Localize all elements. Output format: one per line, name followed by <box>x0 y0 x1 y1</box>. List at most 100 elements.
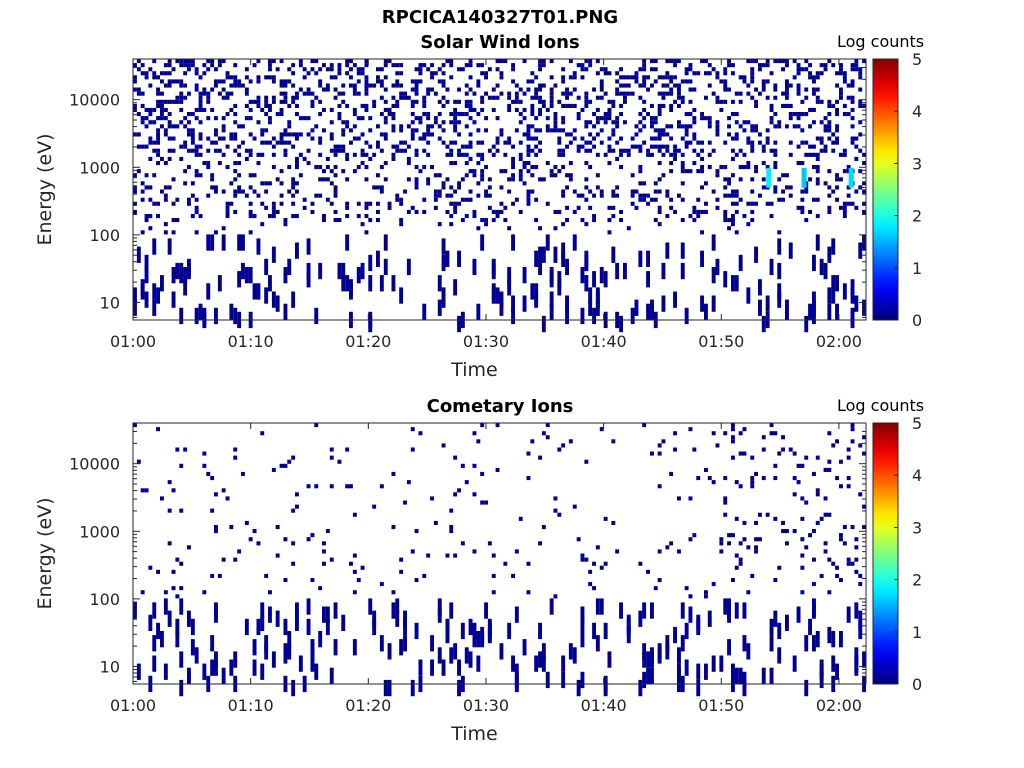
spectrogram-cell <box>835 476 839 481</box>
spectrogram-cell <box>777 59 782 64</box>
spectrogram-cell <box>638 169 643 174</box>
spectrogram-cell <box>271 246 276 263</box>
spectrogram-cell <box>773 59 778 64</box>
spectrogram-cell <box>171 124 176 129</box>
spectrogram-cell <box>607 205 612 210</box>
spectrogram-cell <box>831 443 836 448</box>
spectrogram-cell <box>599 193 604 198</box>
spectrogram-cell <box>661 128 666 133</box>
spectrogram-cell <box>484 218 488 223</box>
spectrogram-cell <box>152 602 157 619</box>
spectrogram-cell <box>283 152 288 157</box>
spectrogram-cell <box>136 132 141 137</box>
spectrogram-cell <box>445 87 450 92</box>
spectrogram-cell <box>831 140 836 145</box>
spectrogram-cell <box>418 120 423 125</box>
spectrogram-cell <box>561 671 566 689</box>
spectrogram-cell <box>395 63 400 68</box>
spectrogram-cell <box>584 103 589 108</box>
spectrogram-cell <box>433 120 438 125</box>
spectrogram-cell <box>742 671 747 689</box>
spectrogram-cell <box>599 95 604 100</box>
spectrogram-cell <box>731 193 735 198</box>
spectrogram-cell <box>704 209 708 214</box>
spectrogram-cell <box>657 209 662 214</box>
spectrogram-cell <box>812 79 816 84</box>
spectrogram-cell <box>812 165 816 170</box>
spectrogram-cell <box>341 99 346 104</box>
spectrogram-cell <box>700 295 704 312</box>
spectrogram-cell <box>669 107 674 112</box>
spectrogram-cell <box>723 500 728 505</box>
spectrogram-cell <box>406 258 411 276</box>
spectrogram-cell <box>476 439 481 444</box>
spectrogram-cell <box>530 124 535 129</box>
spectrogram-cell <box>761 315 766 333</box>
spectrogram-cell <box>773 189 778 194</box>
spectrogram-cell <box>831 103 836 108</box>
spectrogram-cell <box>731 427 735 432</box>
spectrogram-cell <box>325 87 330 92</box>
spectrogram-cell <box>584 250 589 267</box>
spectrogram-cell <box>858 622 863 640</box>
spectrogram-cell <box>646 201 650 206</box>
spectrogram-cell <box>152 283 157 300</box>
spectrogram-cell <box>769 201 774 206</box>
spectrogram-cell <box>665 91 670 96</box>
spectrogram-cell <box>163 63 168 68</box>
spectrogram-cell <box>422 99 427 104</box>
spectrogram-cell <box>356 91 361 96</box>
spectrogram-cell <box>480 234 485 251</box>
spectrogram-cell <box>765 136 770 141</box>
spectrogram-cell <box>839 537 843 542</box>
spectrogram-cell <box>688 63 693 68</box>
spectrogram-cell <box>264 99 269 104</box>
spectrogram-cell <box>823 512 828 517</box>
spectrogram-cell <box>607 148 612 153</box>
spectrogram-cell <box>700 185 704 190</box>
spectrogram-cell <box>472 492 477 497</box>
spectrogram-cell <box>677 83 681 88</box>
spectrogram-cell <box>761 161 766 166</box>
spectrogram-cell <box>468 169 473 174</box>
spectrogram-cell <box>484 189 488 194</box>
spectrogram-cell <box>206 91 211 96</box>
spectrogram-cell <box>800 205 805 210</box>
spectrogram-cell <box>310 533 315 538</box>
spectrogram-cell <box>827 590 832 595</box>
spectrogram-cell <box>495 59 500 64</box>
spectrogram-cell <box>580 631 585 648</box>
spectrogram-cell <box>534 283 539 300</box>
spectrogram-cell <box>337 144 342 149</box>
spectrogram-cell <box>345 201 350 206</box>
spectrogram-cell <box>858 67 863 72</box>
spectrogram-cell <box>846 484 851 489</box>
spectrogram-cell <box>499 169 504 174</box>
spectrogram-cell <box>364 201 369 206</box>
spectrogram-cell <box>561 116 566 121</box>
spectrogram-cell <box>526 201 531 206</box>
spectrogram-cell <box>835 663 839 680</box>
spectrogram-cell <box>244 116 249 121</box>
x-tick-label: 01:00 <box>110 332 156 351</box>
spectrogram-cell <box>815 165 820 170</box>
spectrogram-cell <box>731 173 735 178</box>
spectrogram-cell <box>530 189 535 194</box>
spectrogram-cell <box>256 79 261 84</box>
spectrogram-cell <box>657 205 662 210</box>
spectrogram-cell <box>657 112 662 117</box>
spectrogram-cell <box>696 476 701 481</box>
spectrogram-cell <box>160 496 164 501</box>
x-tick-label: 01:50 <box>698 332 744 351</box>
spectrogram-cell <box>777 177 782 182</box>
spectrogram-cell <box>264 75 269 80</box>
spectrogram-cell <box>534 87 539 92</box>
spectrogram-cell <box>796 71 801 76</box>
spectrogram-cell <box>530 136 535 141</box>
spectrogram-cell <box>750 573 755 578</box>
spectrogram-cell <box>449 161 454 166</box>
spectrogram-cell <box>298 116 303 121</box>
spectrogram-cell <box>754 471 758 476</box>
spectrogram-cell <box>237 271 242 288</box>
spectrogram-cell <box>545 671 550 689</box>
